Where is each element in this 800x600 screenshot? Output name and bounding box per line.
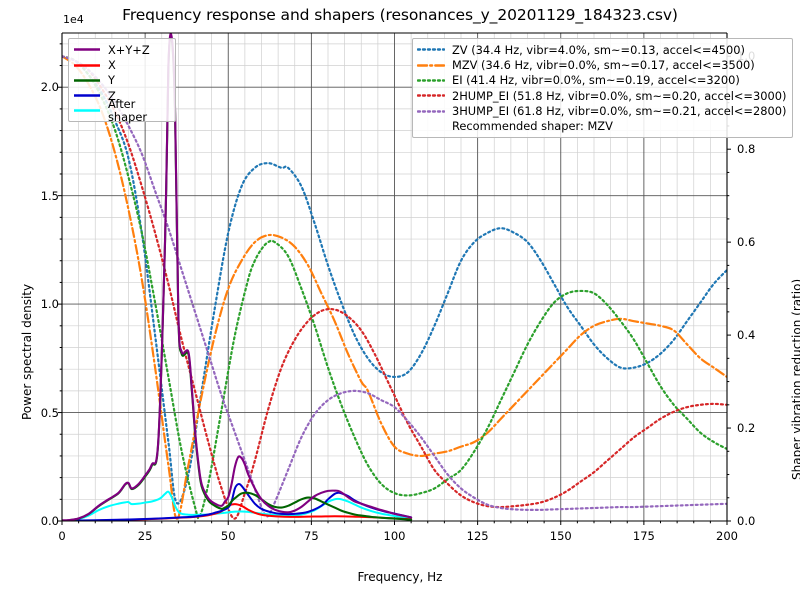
legend-item-label: After shaper	[108, 97, 148, 124]
chart-title: Frequency response and shapers (resonanc…	[122, 6, 678, 24]
shaper-curve-ei	[62, 55, 727, 520]
legend-item-after-shaper[interactable]: After shaper	[73, 98, 170, 123]
y-tick-label-left: 0.0	[40, 514, 59, 528]
y-tick-label-left: 2.0	[40, 80, 59, 95]
legend-color-swatch	[417, 90, 445, 101]
legend-swatch	[74, 48, 100, 51]
x-tick-label: 200	[716, 529, 738, 543]
x-tick-label: 50	[220, 529, 236, 543]
legend-color-swatch	[73, 75, 101, 86]
legend-item-z[interactable]: Z	[73, 88, 170, 103]
legend-item-zv[interactable]: ZV (34.4 Hz, vibr=4.0%, sm~=0.13, accel<…	[417, 42, 786, 57]
legend-swatch	[417, 79, 445, 82]
y-tick-label-right: 0.2	[737, 421, 756, 436]
legend-swatch	[74, 79, 100, 82]
legend-color-swatch	[73, 105, 101, 116]
legend-item-3hump_ei[interactable]: 3HUMP_EI (61.8 Hz, vibr=0.0%, sm~=0.21, …	[417, 104, 786, 119]
legend-item-y[interactable]: Y	[73, 73, 170, 88]
legend-item-2hump_ei[interactable]: 2HUMP_EI (51.8 Hz, vibr=0.0%, sm~=0.20, …	[417, 88, 786, 103]
legend-color-swatch	[417, 44, 445, 55]
y-axis-label-left: Power spectral density	[20, 283, 34, 420]
legend-swatch	[74, 63, 100, 67]
legend-swatch	[417, 94, 445, 98]
legend-item-label: 3HUMP_EI (61.8 Hz, vibr=0.0%, sm~=0.21, …	[452, 104, 787, 119]
legend-item-label: X+Y+Z	[108, 42, 150, 57]
y-tick-label-left: 0.5	[40, 405, 59, 420]
x-tick-label: 75	[304, 529, 319, 543]
shaper-curves	[62, 55, 727, 520]
y-tick-label-right: 0.4	[737, 328, 756, 343]
legend-shapers: ZV (34.4 Hz, vibr=4.0%, sm~=0.13, accel<…	[412, 38, 794, 139]
x-tick-label: 25	[137, 529, 153, 543]
x-tick-label: 150	[549, 529, 572, 543]
x-axis-label: Frequency, Hz	[357, 570, 443, 584]
legend-color-swatch	[417, 106, 445, 117]
legend-series: X+Y+Z X Y Z After shaper	[68, 38, 176, 123]
legend-item-x-y-z[interactable]: X+Y+Z	[73, 42, 170, 57]
legend-item-x[interactable]: X	[73, 57, 170, 72]
legend-swatch	[417, 48, 445, 51]
recommended-shaper-label: Recommended shaper: MZV	[452, 119, 613, 134]
y-tick-label-right: 0.0	[737, 514, 756, 528]
x-tick-label: 125	[466, 529, 489, 543]
y-tick-label-left: 1.5	[40, 188, 59, 203]
legend-item-ei[interactable]: EI (41.4 Hz, vibr=0.0%, sm~=0.19, accel<…	[417, 73, 786, 88]
legend-swatch	[74, 94, 100, 98]
axes-spines	[58, 32, 731, 525]
legend-item-label: Y	[108, 73, 115, 88]
shaper-curve-3hump_ei	[62, 55, 727, 518]
legend-item-label: ZV (34.4 Hz, vibr=4.0%, sm~=0.13, accel<…	[452, 42, 745, 57]
legend-color-swatch	[73, 60, 101, 71]
legend-swatch	[74, 109, 100, 112]
legend-color-swatch	[417, 75, 445, 86]
psd-curves	[62, 33, 413, 521]
legend-color-swatch	[417, 60, 445, 71]
shaper-curve-2hump_ei	[62, 55, 727, 520]
psd-curve-x-y-z	[62, 33, 413, 521]
legend-item-label: X	[108, 57, 116, 72]
legend-swatch	[417, 110, 445, 113]
shaper-curve-mzv	[62, 55, 727, 520]
legend-swatch	[417, 63, 445, 67]
y-axis-label-right: Shaper vibration reduction (ratio)	[790, 278, 800, 480]
legend-item-label: EI (41.4 Hz, vibr=0.0%, sm~=0.19, accel<…	[452, 73, 740, 88]
x-tick-label: 0	[58, 529, 66, 543]
shaper-curve-zv	[62, 55, 727, 505]
x-tick-label: 175	[632, 529, 655, 543]
legend-color-swatch	[73, 44, 101, 55]
recommended-shaper-note: Recommended shaper: MZV	[417, 119, 786, 134]
y-tick-label-right: 0.8	[737, 142, 756, 157]
y-axis-exponent-label: 1e4	[63, 13, 84, 26]
legend-item-label: 2HUMP_EI (51.8 Hz, vibr=0.0%, sm~=0.20, …	[452, 88, 787, 103]
legend-item-label: MZV (34.6 Hz, vibr=0.0%, sm~=0.17, accel…	[452, 57, 755, 72]
x-tick-label: 100	[383, 529, 406, 543]
legend-color-swatch	[73, 90, 101, 101]
legend-item-label: Z	[108, 88, 116, 103]
legend-item-mzv[interactable]: MZV (34.6 Hz, vibr=0.0%, sm~=0.17, accel…	[417, 57, 786, 72]
y-tick-label-right: 0.6	[737, 235, 756, 250]
y-tick-label-left: 1.0	[40, 297, 59, 312]
